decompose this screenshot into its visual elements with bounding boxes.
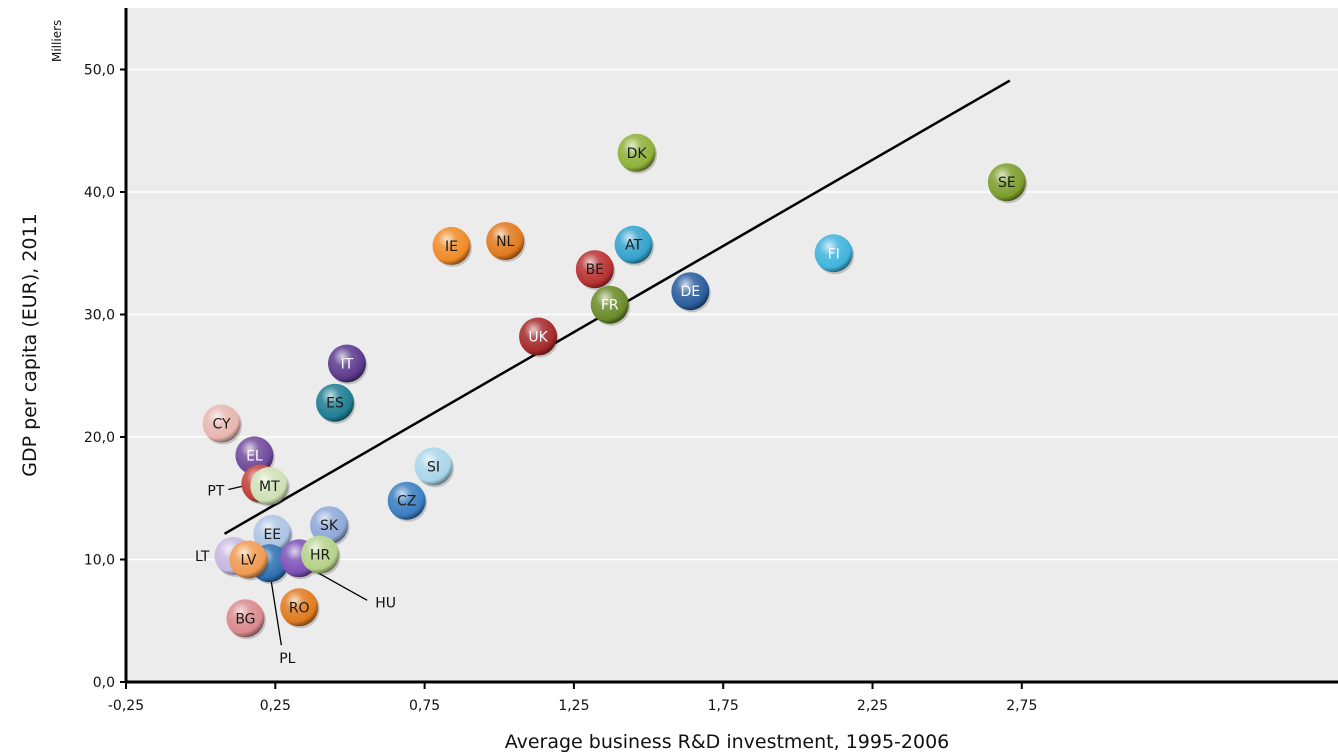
x-tick-label: 2,75	[1006, 698, 1037, 714]
bubble	[519, 317, 558, 356]
bubble	[250, 467, 289, 505]
bubble	[590, 285, 629, 324]
bubble	[987, 163, 1026, 202]
callout-label: HU	[375, 595, 396, 611]
y-tick-label: 10,0	[84, 553, 115, 569]
data-point-fi: FI	[814, 234, 855, 275]
bubble	[671, 272, 710, 311]
data-point-lv: LV	[229, 540, 269, 581]
data-point-si: SI	[414, 447, 455, 488]
data-point-uk: UK	[519, 317, 559, 358]
y-tick-label: 50,0	[84, 63, 115, 79]
bubble	[280, 588, 319, 627]
bubble	[486, 222, 525, 260]
bubble	[387, 481, 426, 520]
bubble-label: DK	[627, 146, 648, 162]
data-point-es: ES	[316, 383, 356, 424]
bubble	[414, 447, 453, 486]
x-tick-label: 1,25	[558, 698, 589, 714]
x-tick-label: 2,25	[857, 698, 888, 714]
x-tick-label: -0,25	[108, 698, 144, 714]
y-tick-label: 40,0	[84, 185, 115, 201]
bubble	[253, 514, 292, 553]
callout-label: PL	[279, 651, 295, 667]
data-point-ie: IE	[432, 226, 472, 267]
bubble	[814, 234, 853, 273]
bubble	[226, 599, 265, 638]
callouts: PT LT PL HU	[195, 482, 396, 667]
y-axis-title: GDP per capita (EUR), 2011	[19, 213, 41, 476]
callout-label: LT	[195, 549, 210, 565]
data-point-de: DE	[671, 272, 711, 313]
bubble	[327, 344, 366, 383]
bubble	[614, 225, 653, 264]
axes	[124, 8, 1338, 684]
data-point-at: AT	[614, 225, 655, 266]
data-point-se: SE	[987, 163, 1028, 204]
bubble	[235, 436, 274, 475]
x-tick-label: 0,75	[409, 698, 440, 714]
tick-labels: 0,0 10,0 20,0 30,0 40,0 50,0 -0,25 0,25 0,75 1,25…	[84, 63, 1038, 715]
bubble-label: AT	[625, 238, 642, 254]
data-point-cy: CY	[202, 404, 243, 445]
bubble	[316, 383, 355, 422]
bubble-label: MT	[259, 479, 280, 495]
bubble-label: NL	[496, 234, 514, 250]
bubble-label: CY	[213, 417, 232, 433]
data-point-cz: CZ	[387, 481, 428, 522]
data-point-fr: FR	[590, 285, 631, 326]
callout-label: PT	[207, 484, 224, 500]
data-point-nl: NL	[486, 222, 526, 262]
bubble-label: SI	[427, 459, 440, 475]
bubble-label: CZ	[397, 494, 416, 510]
gridlines	[126, 68, 1338, 561]
bubble-label: SK	[320, 518, 339, 534]
x-tick-label: 1,75	[708, 698, 739, 714]
data-point-bg: BG	[226, 599, 266, 640]
data-points: DK SE NL IE AT FI BE DE FR UK IT ES CY EL SI MT CZ SK EE LV…	[202, 133, 1028, 640]
x-axis-title: Average business R&D investment, 1995-20…	[505, 731, 950, 753]
bubble	[202, 404, 241, 443]
bubble	[432, 226, 471, 265]
bubble-label: EL	[246, 448, 263, 464]
bubble-label: HR	[310, 548, 331, 564]
bubble-label: EE	[263, 527, 281, 543]
bubble	[301, 535, 340, 574]
x-tick-label: 0,25	[260, 698, 291, 714]
bubble-label: BG	[235, 611, 255, 627]
y-unit-label: Milliers	[50, 20, 64, 62]
y-tick-label: 30,0	[84, 308, 115, 324]
data-point-dk: DK	[617, 133, 658, 174]
bubble-label: RO	[289, 600, 310, 616]
bubble-label: UK	[528, 330, 548, 346]
bubble-label: IE	[445, 239, 458, 255]
data-point-mt: MT	[250, 467, 290, 507]
y-tick-label: 20,0	[84, 430, 115, 446]
data-point-be: BE	[575, 250, 616, 291]
data-point-hr: HR	[301, 535, 341, 576]
bubble	[575, 250, 614, 289]
bubble-label: IT	[341, 357, 354, 373]
data-point-ro: RO	[280, 588, 320, 629]
data-point-it: IT	[327, 344, 368, 385]
bubble-label: LV	[241, 553, 257, 569]
bubble	[617, 133, 656, 172]
y-tick-label: 0,0	[93, 675, 115, 691]
plot-area	[126, 8, 1338, 682]
bubble-label: FR	[601, 298, 619, 314]
bubble	[310, 506, 349, 545]
bubble-label: FI	[828, 246, 840, 262]
bubble	[229, 540, 268, 579]
bubble-label: DE	[681, 284, 701, 300]
bubble-label: BE	[586, 262, 604, 278]
bubble-label: SE	[998, 175, 1016, 191]
bubble-label: ES	[326, 396, 344, 412]
